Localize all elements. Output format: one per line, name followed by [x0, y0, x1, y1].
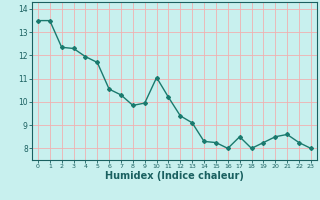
X-axis label: Humidex (Indice chaleur): Humidex (Indice chaleur)	[105, 171, 244, 181]
